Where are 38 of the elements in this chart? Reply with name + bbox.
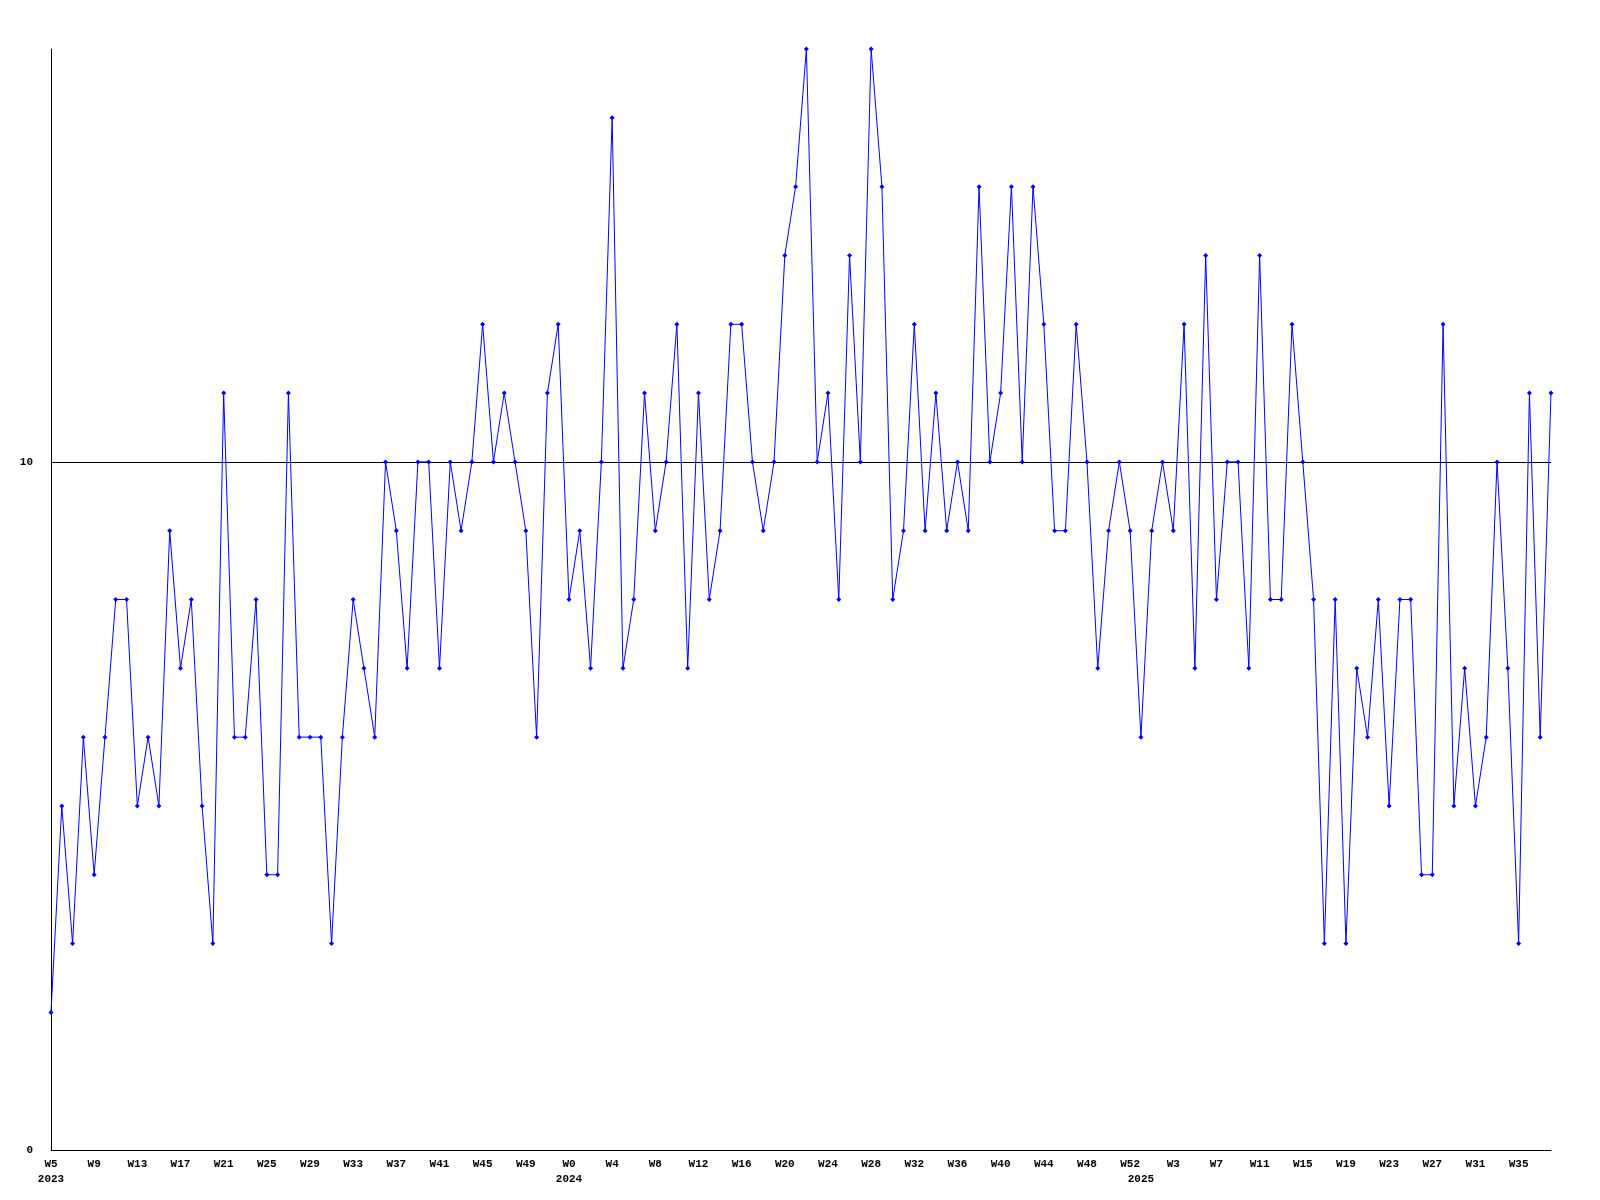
x-tick-label: W52	[1120, 1157, 1141, 1170]
y-tick-label: 10	[19, 455, 33, 468]
x-tick-label: W8	[648, 1157, 663, 1170]
x-tick-label: W29	[300, 1157, 320, 1170]
x-tick-label: W20	[774, 1157, 795, 1170]
x-tick-label: W24	[818, 1157, 839, 1170]
x-tick-label: W13	[127, 1157, 148, 1170]
x-tick-label: W35	[1508, 1157, 1529, 1170]
x-tick-label: W40	[990, 1157, 1011, 1170]
x-tick-label: W23	[1379, 1157, 1400, 1170]
x-tick-label: W32	[904, 1157, 925, 1170]
x-tick-label: W15	[1292, 1157, 1314, 1170]
x-tick-label: W4	[605, 1157, 620, 1170]
x-tick-label: W37	[386, 1157, 407, 1170]
x-tick-label: W27	[1422, 1157, 1443, 1170]
x-tick-label: W9	[87, 1157, 101, 1170]
x-tick-label: W16	[731, 1157, 752, 1170]
x-tick-label: W45	[472, 1157, 493, 1170]
x-tick-label: W21	[213, 1157, 234, 1170]
x-tick-label: W36	[947, 1157, 968, 1170]
x-tick-label: W19	[1336, 1157, 1356, 1170]
x-tick-label: W48	[1077, 1157, 1098, 1170]
x-tick-label: W33	[343, 1157, 364, 1170]
x-tick-label: 2025	[1127, 1172, 1155, 1185]
x-tick-label: W5 2023	[37, 1157, 65, 1185]
x-tick-label: W25	[256, 1157, 278, 1170]
x-tick-label: W44	[1033, 1157, 1055, 1170]
x-tick-label: W7	[1209, 1157, 1224, 1170]
x-tick-label: W41	[429, 1157, 450, 1170]
x-tick-label: W28	[861, 1157, 882, 1170]
x-tick-label: W17	[170, 1157, 191, 1170]
y-tick-label: 0	[26, 1144, 33, 1156]
x-tick-label: W0 2024	[555, 1157, 583, 1185]
x-tick-label: W49	[515, 1157, 536, 1170]
x-tick-label: W31	[1465, 1157, 1486, 1170]
x-tick-label: W12	[688, 1157, 709, 1170]
x-tick-label: W3	[1166, 1157, 1181, 1170]
x-tick-label: W11	[1249, 1157, 1270, 1170]
